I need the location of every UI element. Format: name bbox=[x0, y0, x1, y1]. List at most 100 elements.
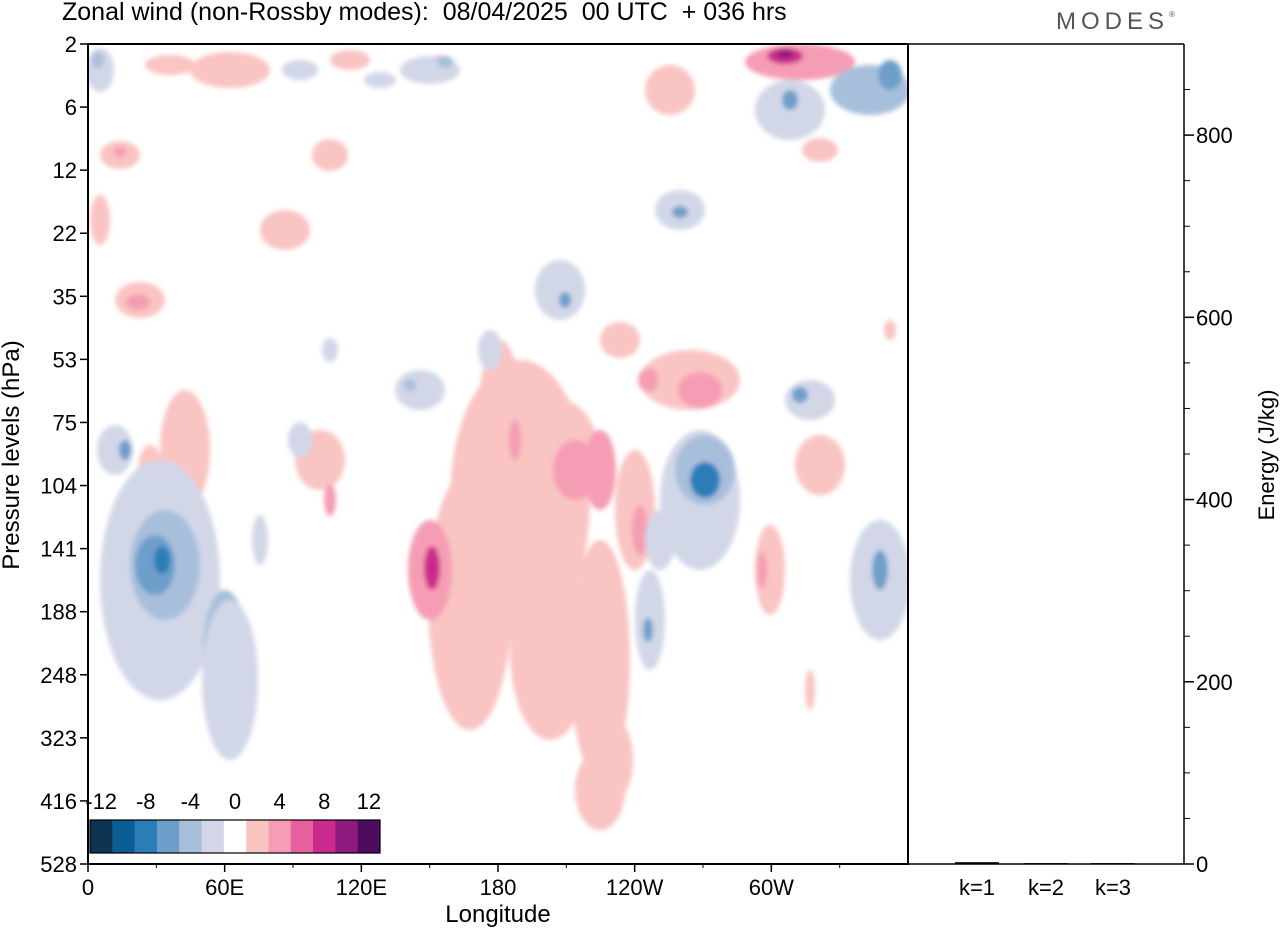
wind-contour-60 bbox=[872, 550, 888, 590]
x-tick-label: 120E bbox=[336, 875, 387, 900]
logo-text: MODES bbox=[1056, 8, 1170, 35]
y-tick-label: 53 bbox=[53, 347, 77, 372]
wind-contour-74 bbox=[437, 56, 453, 68]
wind-contour-43 bbox=[884, 320, 896, 340]
wind-contour-30 bbox=[330, 50, 370, 70]
wind-contour-64 bbox=[404, 379, 416, 391]
wind-contour-52 bbox=[119, 440, 131, 460]
chart-title: Zonal wind (non-Rossby modes): 08/04/202… bbox=[62, 0, 787, 26]
colorbar-label: -4 bbox=[181, 789, 201, 814]
wind-contour-13 bbox=[638, 368, 658, 392]
colorbar-label: 8 bbox=[318, 789, 330, 814]
energy-axis-label: Energy (J/kg) bbox=[1254, 390, 1279, 521]
wind-contour-80 bbox=[478, 330, 502, 370]
y-tick-label: 141 bbox=[40, 537, 77, 562]
wind-contour-21 bbox=[755, 525, 785, 615]
colorbar-label: -12 bbox=[85, 789, 117, 814]
wind-contour-27 bbox=[113, 147, 127, 157]
wind-contour-50 bbox=[202, 600, 258, 760]
energy-bar-k=1 bbox=[955, 862, 999, 864]
wind-contour-77 bbox=[282, 60, 318, 80]
wind-contour-58 bbox=[643, 618, 653, 642]
wind-contour-40 bbox=[597, 720, 633, 800]
wind-contour-28 bbox=[190, 52, 270, 88]
energy-category-label: k=1 bbox=[959, 875, 995, 900]
wind-contour-2 bbox=[424, 546, 440, 590]
wind-contour-12 bbox=[678, 372, 722, 408]
wind-contour-81 bbox=[288, 422, 312, 458]
y-tick-label: 248 bbox=[40, 663, 77, 688]
y-tick-label: 528 bbox=[40, 852, 77, 877]
wind-contour-68 bbox=[672, 206, 688, 218]
x-axis-label: Longitude bbox=[445, 901, 550, 928]
energy-bars: k=1 k=2 k=3 bbox=[955, 862, 1135, 900]
y-tick-label: 323 bbox=[40, 726, 77, 751]
wind-contours bbox=[88, 44, 908, 830]
colorbar-swatch bbox=[112, 820, 136, 853]
heatmap-plot: -12 -8 -4 0 4 8 12 0 60E 120E 180 120W 60W 2 6 12 22 35… bbox=[0, 32, 909, 928]
colorbar-swatch bbox=[90, 820, 113, 853]
energy-category-label: k=3 bbox=[1095, 875, 1131, 900]
colorbar-swatch bbox=[290, 820, 314, 853]
wind-contour-55 bbox=[690, 462, 720, 498]
colorbar-swatch bbox=[335, 820, 359, 853]
y-tick-label: 2 bbox=[65, 32, 77, 57]
energy-tick-label: 200 bbox=[1196, 670, 1233, 695]
colorbar-swatch bbox=[246, 820, 269, 853]
wind-contour-22 bbox=[757, 552, 767, 588]
colorbar-swatch bbox=[357, 820, 381, 853]
colorbar-swatch bbox=[313, 820, 336, 853]
y-tick-label: 35 bbox=[53, 284, 77, 309]
energy-category-label: k=2 bbox=[1028, 875, 1064, 900]
energy-tick-label: 600 bbox=[1196, 305, 1233, 330]
x-tick-label: 0 bbox=[82, 875, 94, 900]
y-axis-label: Pressure levels (hPa) bbox=[0, 340, 25, 569]
wind-contour-76 bbox=[92, 52, 104, 68]
x-tick-label: 180 bbox=[480, 875, 517, 900]
wind-contour-36 bbox=[312, 139, 348, 171]
wind-contour-47 bbox=[154, 546, 170, 574]
y-tick-label: 6 bbox=[65, 95, 77, 120]
wind-contour-15 bbox=[478, 340, 522, 500]
colorbar-label: -8 bbox=[136, 789, 156, 814]
x-tick-label: 60W bbox=[749, 875, 794, 900]
wind-contour-16 bbox=[509, 420, 521, 460]
y-tick-label: 104 bbox=[40, 474, 77, 499]
wind-contour-6 bbox=[584, 430, 616, 510]
wind-contour-31 bbox=[645, 65, 695, 115]
wind-contour-72 bbox=[878, 60, 902, 90]
wind-contour-78 bbox=[364, 72, 396, 88]
wind-contour-66 bbox=[559, 292, 571, 308]
wind-contour-79 bbox=[322, 338, 338, 362]
colorbar: -12 -8 -4 0 4 8 12 bbox=[85, 782, 383, 856]
wind-contour-29 bbox=[145, 55, 195, 75]
registered-mark: ® bbox=[1169, 10, 1175, 19]
wind-contour-38 bbox=[802, 138, 838, 162]
x-tick-label: 60E bbox=[205, 875, 244, 900]
x-axis: 0 60E 120E 180 120W 60W bbox=[82, 864, 841, 900]
wind-contour-20 bbox=[324, 484, 336, 516]
wind-contour-25 bbox=[126, 294, 150, 310]
colorbar-label: 12 bbox=[357, 789, 381, 814]
colorbar-swatch bbox=[156, 820, 180, 853]
x-tick-label: 120W bbox=[606, 875, 664, 900]
wind-contour-14 bbox=[600, 322, 640, 358]
wind-contour-7 bbox=[510, 560, 590, 740]
wind-contour-41 bbox=[805, 670, 815, 710]
energy-axis: 0 200 400 600 800 bbox=[1184, 89, 1233, 877]
wind-contour-65 bbox=[535, 260, 585, 320]
wind-contour-51 bbox=[97, 425, 133, 475]
y-tick-label: 75 bbox=[53, 410, 77, 435]
energy-bar-k=2 bbox=[1024, 863, 1068, 865]
energy-bar-k=3 bbox=[1091, 863, 1135, 865]
wind-contour-70 bbox=[782, 90, 798, 110]
colorbar-border bbox=[89, 819, 381, 854]
colorbar-swatch bbox=[179, 820, 202, 853]
wind-contour-42 bbox=[90, 195, 110, 245]
energy-tick-label: 0 bbox=[1196, 852, 1208, 877]
wind-contour-62 bbox=[792, 387, 808, 403]
y-axis: 2 6 12 22 35 53 75 104 141 188 248 323 416 528 bbox=[40, 32, 88, 877]
colorbar-swatch bbox=[134, 820, 158, 853]
colorbar-swatch bbox=[223, 820, 247, 853]
